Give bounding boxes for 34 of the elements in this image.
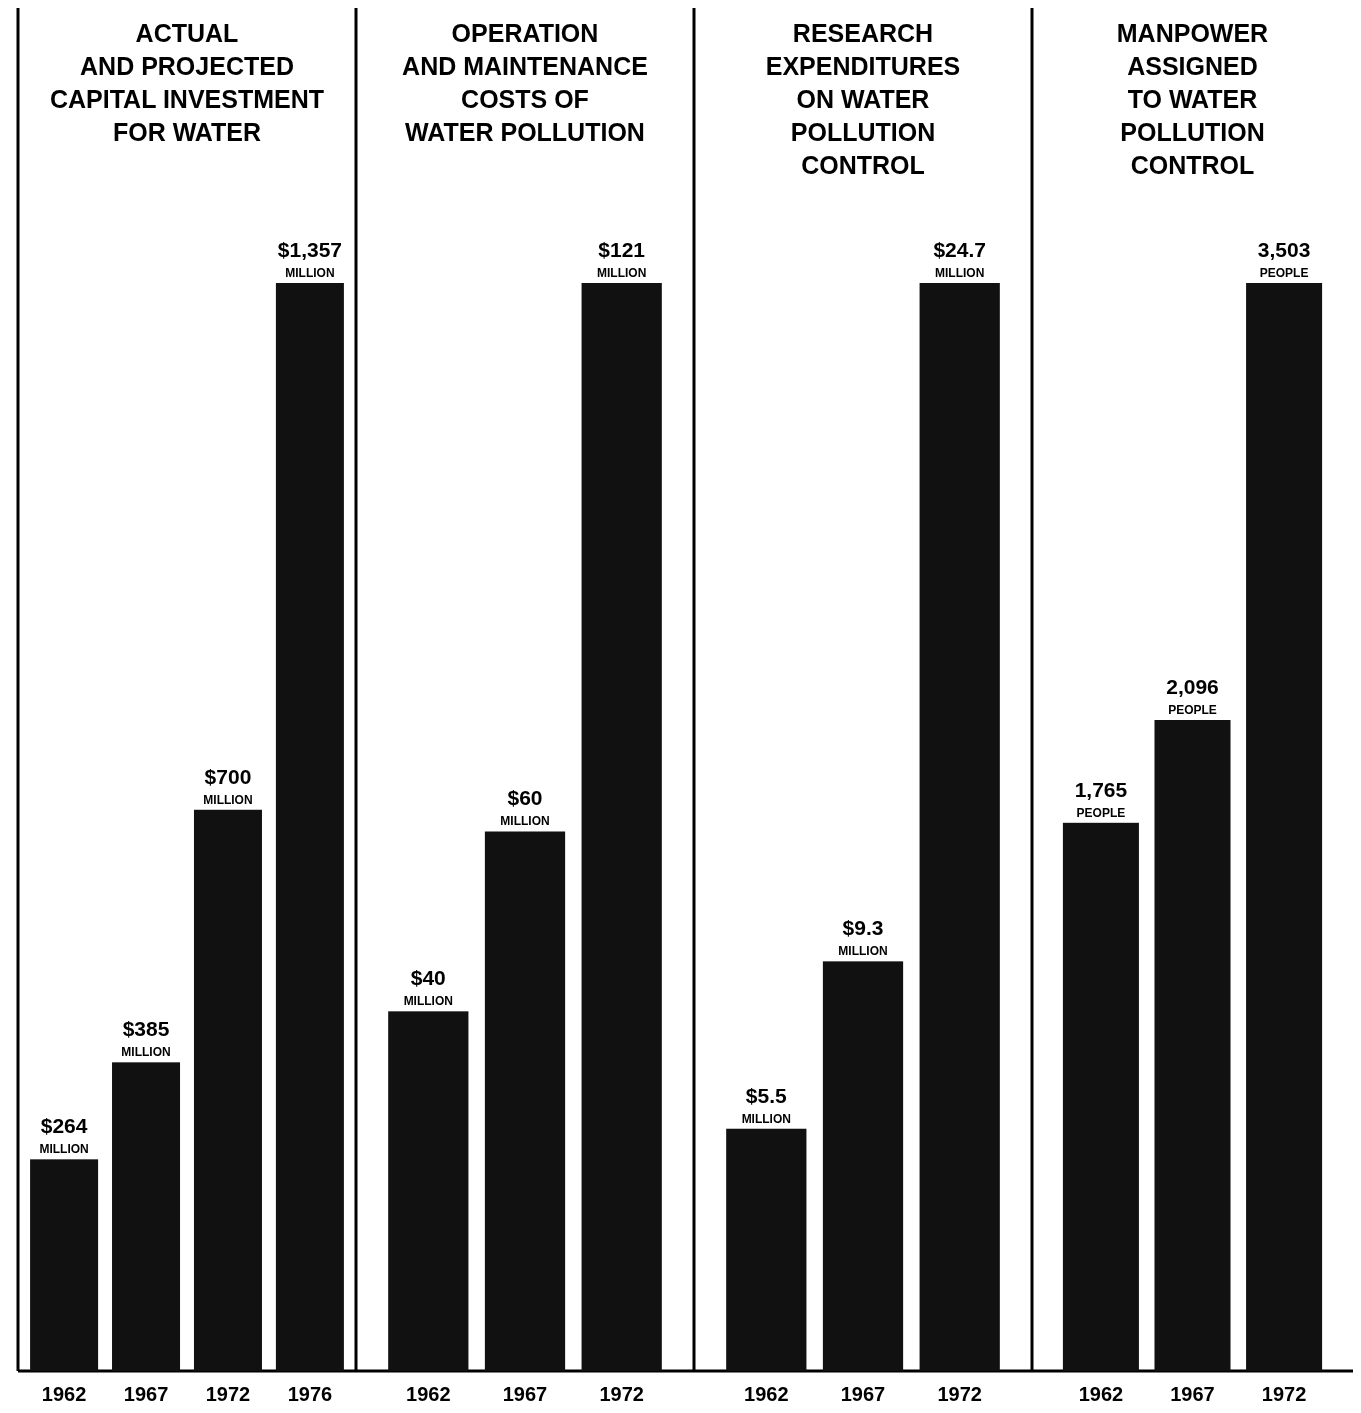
data-label: $385 MILLION — [121, 1017, 171, 1060]
x-tick-label: 1967 — [840, 1383, 886, 1405]
bar — [193, 809, 262, 1371]
x-tick-label: 1972 — [205, 1383, 251, 1405]
x-tick-label: 1962 — [41, 1383, 87, 1405]
data-label: $700 MILLION — [203, 764, 253, 807]
chart-title: MANPOWER ASSIGNED TO WATER POLLUTION CONTROL — [1116, 19, 1269, 179]
bar — [30, 1159, 99, 1371]
data-label: $24.7 MILLION — [933, 238, 986, 280]
x-tick-label: 1976 — [287, 1383, 333, 1405]
data-label: $9.3 MILLION — [838, 916, 888, 959]
x-tick-label: 1962 — [744, 1383, 789, 1405]
x-tick-label: 1962 — [1078, 1383, 1124, 1405]
data-label: 1,765 PEOPLE — [1074, 777, 1128, 820]
x-tick-label: 1972 — [937, 1383, 982, 1405]
chart-title: ACTUAL AND PROJECTED CAPITAL INVESTMENT FOR WATER — [49, 19, 325, 146]
data-label: $40 MILLION — [403, 966, 453, 1009]
x-tick-label: 1972 — [599, 1383, 644, 1405]
x-tick-label: 1967 — [1170, 1383, 1215, 1405]
x-tick-label: 1967 — [123, 1383, 169, 1405]
data-label: $264 MILLION — [39, 1114, 89, 1157]
data-label: $60 MILLION — [500, 786, 550, 829]
chart-title: RESEARCH EXPENDITURES ON WATER POLLUTION CONTROL — [765, 19, 961, 179]
data-label: $5.5 MILLION — [741, 1083, 791, 1126]
bar — [275, 283, 344, 1371]
bar — [112, 1062, 181, 1371]
x-tick-label: 1972 — [1261, 1383, 1307, 1405]
x-tick-label: 1967 — [502, 1383, 548, 1405]
x-tick-label: 1962 — [406, 1383, 451, 1405]
chart-title: OPERATION AND MAINTENANCE COSTS OF WATER POLLUTION — [402, 19, 648, 146]
data-label: 3,503 PEOPLE — [1257, 238, 1311, 280]
data-label: $1,357 MILLION — [277, 238, 343, 280]
data-label: 2,096 PEOPLE — [1166, 675, 1219, 717]
data-label: $121 MILLION — [597, 238, 647, 280]
